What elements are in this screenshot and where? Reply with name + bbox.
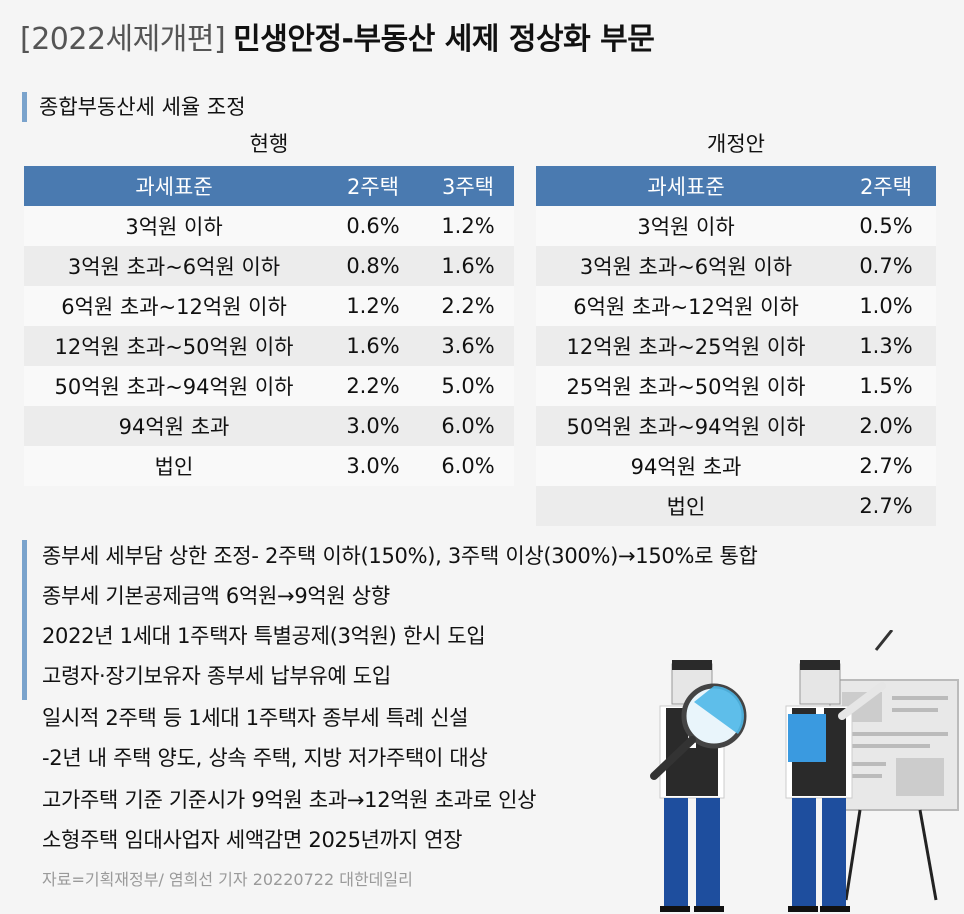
rate-cell: 2.2% xyxy=(324,366,422,406)
rate-cell: 1.6% xyxy=(422,246,514,286)
bracket-cell: 3억원 이하 xyxy=(536,206,836,246)
rate-cell: 6.0% xyxy=(422,406,514,446)
title-main: 민생안정-부동산 세제 정상화 부문 xyxy=(233,22,655,57)
bracket-cell: 12억원 초과~50억원 이하 xyxy=(24,326,324,366)
table-row: 법인 3.0% 6.0% xyxy=(24,446,514,486)
rate-cell: 2.2% xyxy=(422,286,514,326)
table-row: 6억원 초과~12억원 이하 1.2% 2.2% xyxy=(24,286,514,326)
revised-rate-table: 과세표준 2주택 3억원 이하 0.5% 3억원 초과~6억원 이하 0.7% 6억… xyxy=(536,166,936,526)
bracket-cell: 6억원 초과~12억원 이하 xyxy=(536,286,836,326)
bracket-cell: 25억원 초과~50억원 이하 xyxy=(536,366,836,406)
table-row: 3억원 초과~6억원 이하 0.7% xyxy=(536,246,936,286)
rate-cell: 0.8% xyxy=(324,246,422,286)
person-with-magnifier-icon xyxy=(650,660,747,912)
section-label: 종합부동산세 세율 조정 xyxy=(22,92,246,122)
person-with-folder-icon xyxy=(785,660,886,912)
bracket-cell: 3억원 초과~6억원 이하 xyxy=(24,246,324,286)
rate-cell: 6.0% xyxy=(422,446,514,486)
table-row: 50억원 초과~94억원 이하 2.2% 5.0% xyxy=(24,366,514,406)
note-item: 소형주택 임대사업자 세액감면 2025년까지 연장 xyxy=(42,828,463,852)
rate-cell: 1.6% xyxy=(324,326,422,366)
table-row: 3억원 초과~6억원 이하 0.8% 1.6% xyxy=(24,246,514,286)
table-row: 94억원 초과 2.7% xyxy=(536,446,936,486)
table-row: 50억원 초과~94억원 이하 2.0% xyxy=(536,406,936,446)
bracket-cell: 6억원 초과~12억원 이하 xyxy=(24,286,324,326)
revised-caption: 개정안 xyxy=(707,132,765,156)
bracket-cell: 94억원 초과 xyxy=(536,446,836,486)
rate-cell: 3.0% xyxy=(324,446,422,486)
bracket-cell: 50억원 초과~94억원 이하 xyxy=(536,406,836,446)
table-row: 3억원 이하 0.5% xyxy=(536,206,936,246)
bracket-cell: 94억원 초과 xyxy=(24,406,324,446)
rate-cell: 0.6% xyxy=(324,206,422,246)
bracket-cell: 3억원 이하 xyxy=(24,206,324,246)
rate-cell: 3.0% xyxy=(324,406,422,446)
table-row: 3억원 이하 0.6% 1.2% xyxy=(24,206,514,246)
table-row: 6억원 초과~12억원 이하 1.0% xyxy=(536,286,936,326)
title-prefix: [2022세제개편] xyxy=(20,22,226,57)
rate-cell: 2.7% xyxy=(836,486,936,526)
bracket-cell: 3억원 초과~6억원 이하 xyxy=(536,246,836,286)
bracket-cell: 법인 xyxy=(536,486,836,526)
note-item: 고령자·장기보유자 종부세 납부유예 도입 xyxy=(42,664,391,688)
note-item: 종부세 세부담 상한 조정- 2주택 이하(150%), 3주택 이상(300%… xyxy=(42,544,758,568)
note-item: 종부세 기본공제금액 6억원→9억원 상향 xyxy=(42,584,390,608)
note-item: 고가주택 기준 기준시가 9억원 초과→12억원 초과로 인상 xyxy=(42,788,537,812)
rate-cell: 3.6% xyxy=(422,326,514,366)
table-row: 25억원 초과~50억원 이하 1.5% xyxy=(536,366,936,406)
table-row: 94억원 초과 3.0% 6.0% xyxy=(24,406,514,446)
rate-cell: 1.2% xyxy=(422,206,514,246)
rate-cell: 0.5% xyxy=(836,206,936,246)
rate-cell: 1.0% xyxy=(836,286,936,326)
bracket-cell: 법인 xyxy=(24,446,324,486)
col-header: 2주택 xyxy=(324,166,422,206)
rate-cell: 1.5% xyxy=(836,366,936,406)
col-header: 2주택 xyxy=(836,166,936,206)
business-people-illustration xyxy=(650,630,959,912)
note-item: 2022년 1세대 1주택자 특별공제(3억원) 한시 도입 xyxy=(42,624,486,648)
table-row: 법인 2.7% xyxy=(536,486,936,526)
rate-cell: 2.0% xyxy=(836,406,936,446)
table-row: 12억원 초과~25억원 이하 1.3% xyxy=(536,326,936,366)
rate-cell: 2.7% xyxy=(836,446,936,486)
col-header: 3주택 xyxy=(422,166,514,206)
notes-accent-bar xyxy=(22,540,27,700)
col-header: 과세표준 xyxy=(536,166,836,206)
source-credit: 자료=기획재정부/ 염희선 기자 20220722 대한데일리 xyxy=(42,870,413,889)
col-header: 과세표준 xyxy=(24,166,324,206)
page-title: [2022세제개편] 민생안정-부동산 세제 정상화 부문 xyxy=(20,14,655,58)
current-rate-table: 과세표준 2주택 3주택 3억원 이하 0.6% 1.2% 3억원 초과~6억원 이… xyxy=(24,166,514,486)
current-caption: 현행 xyxy=(249,132,289,156)
rate-cell: 0.7% xyxy=(836,246,936,286)
note-item: 일시적 2주택 등 1세대 1주택자 종부세 특례 신설 xyxy=(42,706,469,730)
rate-cell: 1.3% xyxy=(836,326,936,366)
rate-cell: 1.2% xyxy=(324,286,422,326)
bracket-cell: 50억원 초과~94억원 이하 xyxy=(24,366,324,406)
rate-cell: 5.0% xyxy=(422,366,514,406)
table-row: 12억원 초과~50억원 이하 1.6% 3.6% xyxy=(24,326,514,366)
note-item: -2년 내 주택 양도, 상속 주택, 지방 저가주택이 대상 xyxy=(42,746,488,770)
presentation-board-icon xyxy=(829,630,959,901)
bracket-cell: 12억원 초과~25억원 이하 xyxy=(536,326,836,366)
